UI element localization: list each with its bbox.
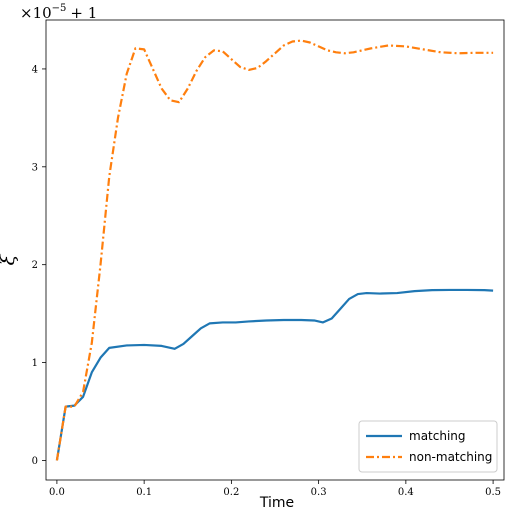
y-tick-label: 3: [32, 162, 38, 173]
plot-area-frame: [45, 19, 505, 481]
legend-box: [358, 420, 498, 473]
y-tick-label: 2: [32, 260, 38, 271]
x-tick-label: 0.1: [136, 487, 152, 498]
x-tick-label: 0.3: [311, 487, 327, 498]
x-axis-label: Time: [259, 495, 294, 511]
offset-label-exponent: −5: [52, 3, 67, 14]
y-axis-label: ξ: [0, 254, 19, 266]
x-tick-label: 0.2: [223, 487, 239, 498]
y-tick-label: 1: [32, 358, 38, 369]
series-line-matching: [55, 288, 494, 461]
offset-label-suffix: + 1: [70, 4, 97, 22]
y-axis-ticks: 0 1 2 3 4: [32, 64, 46, 467]
x-axis-ticks: 0.0 0.1 0.2 0.3 0.4 0.5: [49, 480, 501, 498]
y-tick-label: 0: [32, 456, 38, 467]
legend-label-non-matching: non-matching: [409, 450, 492, 464]
offset-label-base: ×10: [20, 4, 52, 22]
x-tick-label: 0.4: [398, 487, 414, 498]
y-tick-label: 4: [32, 64, 38, 75]
x-tick-label: 0.0: [49, 487, 65, 498]
offset-label: ×10−5 + 1: [20, 3, 97, 22]
legend-label-matching: matching: [409, 429, 466, 443]
series-layer: [55, 39, 494, 461]
legend: matching non-matching: [358, 420, 498, 473]
x-tick-label: 0.5: [485, 487, 501, 498]
series-line-non-matching: [55, 39, 494, 461]
